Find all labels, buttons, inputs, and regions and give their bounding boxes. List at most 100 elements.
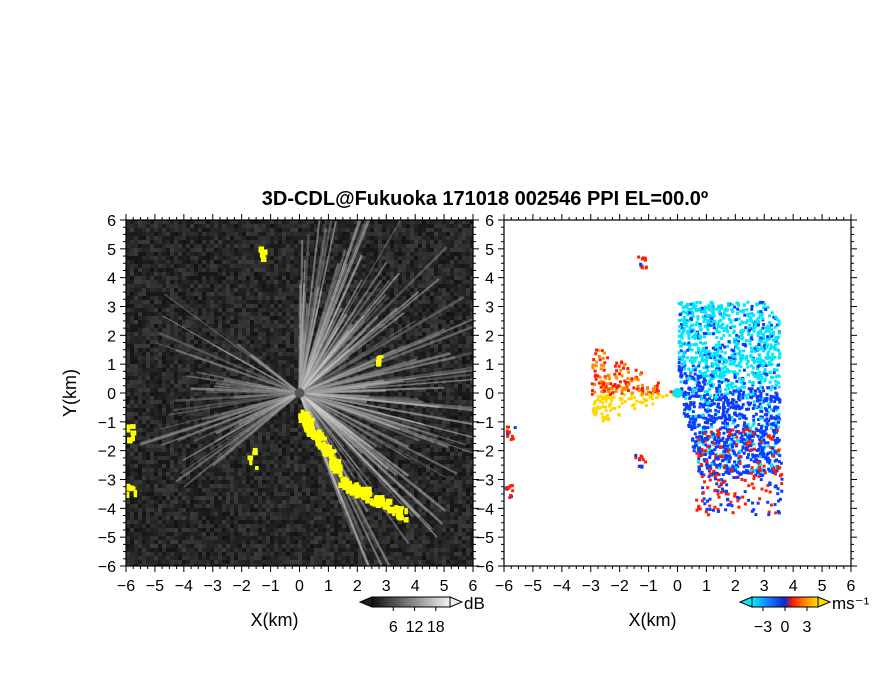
colorbar: 6 12 18 dB	[358, 594, 485, 636]
colorbar-segment	[392, 597, 396, 607]
highlight-patch	[330, 457, 334, 464]
highlight-patch	[322, 441, 326, 447]
colorbar-segment	[411, 597, 415, 607]
highlight-patch	[338, 482, 343, 488]
colorbar-segment	[424, 597, 428, 607]
highlight-patch	[365, 496, 370, 504]
y-tick-label: 5	[485, 242, 494, 259]
highlight-patch	[303, 426, 308, 431]
colorbar-segment	[800, 597, 804, 607]
highlight-patch	[354, 485, 359, 489]
colorbar-segment	[769, 597, 773, 607]
highlight-patch	[354, 492, 359, 499]
x-tick-label: −4	[175, 578, 193, 595]
x-axis-label: X(km)	[629, 610, 677, 630]
highlight-patch	[376, 362, 382, 367]
colorbar-segment	[789, 597, 793, 607]
highlight-patch	[304, 415, 311, 420]
colorbar: −3 0 3 ms⁻¹	[738, 594, 870, 636]
y-tick-label: −3	[476, 473, 494, 490]
colorbar-segment	[774, 597, 777, 607]
colorbar-segment	[813, 597, 817, 607]
highlight-patch	[382, 502, 387, 509]
highlight-patch	[365, 486, 372, 493]
colorbar-segment	[763, 597, 766, 607]
colorbar-unit-label: ms⁻¹	[832, 594, 870, 613]
colorbar-segment	[807, 597, 810, 607]
colorbar-segment	[756, 597, 760, 607]
highlight-patch	[263, 249, 268, 255]
colorbar-segment	[796, 597, 799, 607]
highlight-patch	[385, 500, 390, 506]
y-tick-label: 1	[485, 357, 494, 374]
lidar-origin	[294, 388, 305, 398]
colorbar-segment	[802, 597, 806, 607]
colorbar-segment	[398, 597, 402, 607]
colorbar-segment	[372, 597, 376, 607]
y-tick-label: −5	[98, 530, 116, 547]
y-tick-label: 6	[485, 213, 494, 230]
colorbar-segment	[439, 597, 443, 607]
highlight-patch	[366, 491, 372, 497]
x-tick-label: 1	[702, 578, 711, 595]
y-tick-label: 6	[107, 213, 116, 230]
colorbar-segment	[426, 597, 430, 607]
colorbar-segment	[408, 597, 412, 607]
colorbar-segment	[400, 597, 404, 607]
lidar-origin	[672, 388, 683, 398]
colorbar-segment	[382, 597, 386, 607]
highlight-patch	[320, 444, 326, 452]
colorbar-segment	[418, 597, 422, 607]
highlight-patch	[394, 505, 399, 513]
highlight-patch	[358, 492, 363, 498]
y-tick-label: 4	[485, 271, 494, 288]
highlight-patch	[329, 461, 334, 469]
highlight-patch	[126, 491, 130, 499]
y-tick-label: −3	[98, 473, 116, 490]
highlight-patch	[126, 426, 131, 433]
highlight-patch	[362, 494, 366, 500]
colorbar-tick-label: 6	[389, 619, 398, 636]
highlight-patch	[247, 455, 254, 461]
y-tick-label: 3	[107, 300, 116, 317]
highlight-patch	[252, 447, 258, 455]
highlight-patch	[346, 486, 350, 494]
colorbar-segment	[752, 597, 755, 607]
y-tick-label: −4	[476, 501, 494, 518]
colorbar-segment	[437, 597, 441, 607]
highlight-patch	[332, 456, 336, 462]
highlight-patch	[249, 459, 253, 466]
x-tick-label: 2	[731, 578, 740, 595]
x-tick-label: 3	[760, 578, 769, 595]
y-tick-label: 1	[107, 357, 116, 374]
colorbar-segment	[760, 597, 764, 607]
colorbar-segment	[787, 597, 790, 607]
highlight-patch	[355, 487, 361, 492]
highlight-patch	[336, 464, 343, 472]
highlight-patch	[303, 417, 308, 422]
highlight-patch	[375, 503, 382, 508]
y-tick-label: 2	[107, 328, 116, 345]
colorbar-segment	[767, 597, 771, 607]
highlight-patch	[397, 515, 402, 521]
highlight-patch	[127, 437, 133, 444]
x-tick-label: 6	[469, 578, 478, 595]
colorbar-segment	[377, 597, 381, 607]
x-tick-label: 4	[411, 578, 420, 595]
highlight-patch	[311, 431, 315, 436]
x-tick-label: −2	[611, 578, 629, 595]
highlight-patch	[392, 507, 396, 514]
x-tick-label: 3	[382, 578, 391, 595]
colorbar-segment	[387, 597, 391, 607]
highlight-patch	[322, 436, 327, 441]
colorbar-segment	[804, 597, 808, 607]
y-tick-label: −2	[476, 444, 494, 461]
colorbar-tick-label: 18	[427, 619, 445, 636]
colorbar-arrow-right	[817, 596, 832, 608]
colorbar-segment	[771, 597, 775, 607]
highlight-patch	[130, 486, 136, 490]
x-tick-label: 5	[440, 578, 449, 595]
highlight-patch	[302, 420, 307, 427]
x-tick-label: 5	[818, 578, 827, 595]
x-tick-label: −3	[204, 578, 222, 595]
